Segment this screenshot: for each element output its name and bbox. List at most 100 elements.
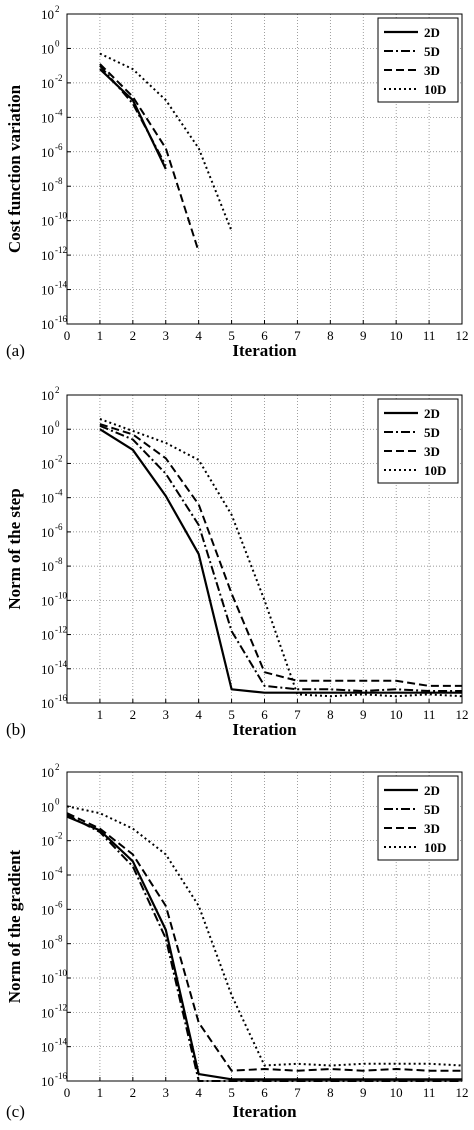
x-tick-label: 6 xyxy=(261,1085,268,1100)
y-tick-exponent: -16 xyxy=(55,1071,67,1081)
x-tick-label: 3 xyxy=(163,1085,170,1100)
y-tick-exponent: -12 xyxy=(55,625,67,635)
x-tick-label: 10 xyxy=(390,328,403,343)
x-tick-label: 1 xyxy=(97,707,104,722)
y-tick-base: 10 xyxy=(41,662,54,677)
x-tick-label: 3 xyxy=(163,328,170,343)
series-line-10d xyxy=(99,418,463,698)
y-tick-exponent: -4 xyxy=(55,488,63,498)
x-tick-label: 2 xyxy=(130,328,137,343)
legend-label-2d: 2D xyxy=(424,25,440,40)
x-tick-label: 0 xyxy=(64,328,71,343)
y-tick-exponent: -2 xyxy=(55,453,63,463)
y-tick-base: 10 xyxy=(41,1040,54,1055)
x-tick-label: 7 xyxy=(294,1085,301,1100)
y-tick-exponent: -2 xyxy=(55,73,63,83)
y-tick-base: 10 xyxy=(41,765,54,780)
legend: 2D 5D 3D 10D xyxy=(377,398,459,484)
y-tick-exponent: -6 xyxy=(55,522,63,532)
x-tick-label: 8 xyxy=(327,328,334,343)
y-tick-exponent: -2 xyxy=(55,831,63,841)
series-line-2d xyxy=(99,428,462,694)
legend-label-10d: 10D xyxy=(424,840,446,855)
y-tick-base: 10 xyxy=(41,937,54,952)
x-axis-label: Iteration xyxy=(232,1102,297,1121)
y-tick-base: 10 xyxy=(41,902,54,917)
x-tick-label: 0 xyxy=(64,1085,71,1100)
x-tick-label: 5 xyxy=(228,1085,235,1100)
legend-label-5d: 5D xyxy=(424,44,440,59)
legend-label-10d: 10D xyxy=(424,82,446,97)
legend-label-10d: 10D xyxy=(424,463,446,478)
y-tick-base: 10 xyxy=(41,799,54,814)
y-tick-base: 10 xyxy=(41,525,54,540)
legend-label-3d: 3D xyxy=(424,821,440,836)
legend-label-2d: 2D xyxy=(424,783,440,798)
x-tick-label: 12 xyxy=(456,1085,469,1100)
x-tick-label: 7 xyxy=(294,707,301,722)
y-tick-exponent: -14 xyxy=(55,1037,67,1047)
y-tick-base: 10 xyxy=(41,971,54,986)
y-tick-base: 10 xyxy=(41,491,54,506)
series-line-5d xyxy=(99,424,462,692)
legend: 2D 5D 3D 10D xyxy=(377,775,459,861)
y-tick-exponent: -12 xyxy=(55,245,67,255)
y-tick-base: 10 xyxy=(41,110,54,125)
legend: 2D 5D 3D 10D xyxy=(377,17,459,103)
x-tick-label: 11 xyxy=(423,1085,436,1100)
series-line-3d xyxy=(99,63,200,253)
series-line-5d xyxy=(99,65,167,167)
x-tick-label: 1 xyxy=(97,1085,104,1100)
x-tick-label: 4 xyxy=(195,707,202,722)
series-line-2d xyxy=(66,815,462,1081)
y-tick-base: 10 xyxy=(41,834,54,849)
y-tick-exponent: -6 xyxy=(55,142,63,152)
series-line-5d xyxy=(66,814,462,1082)
panel-label: (a) xyxy=(6,341,25,360)
y-tick-base: 10 xyxy=(41,388,54,403)
legend-label-5d: 5D xyxy=(424,802,440,817)
y-tick-base: 10 xyxy=(41,179,54,194)
y-tick-exponent: -14 xyxy=(55,659,67,669)
y-tick-exponent: -12 xyxy=(55,1002,67,1012)
x-tick-label: 1 xyxy=(97,328,104,343)
x-tick-label: 7 xyxy=(294,328,301,343)
y-tick-base: 10 xyxy=(41,283,54,298)
x-tick-label: 8 xyxy=(327,1085,334,1100)
y-tick-base: 10 xyxy=(41,7,54,22)
panel-label: (b) xyxy=(6,720,26,739)
legend-label-3d: 3D xyxy=(424,444,440,459)
y-tick-exponent: 0 xyxy=(55,38,60,48)
y-tick-exponent: 0 xyxy=(55,796,60,806)
x-tick-label: 9 xyxy=(360,707,367,722)
y-tick-base: 10 xyxy=(41,696,54,711)
legend-label-3d: 3D xyxy=(424,63,440,78)
x-tick-label: 12 xyxy=(456,328,469,343)
y-tick-base: 10 xyxy=(41,248,54,263)
y-tick-exponent: -8 xyxy=(55,934,63,944)
x-tick-label: 5 xyxy=(228,707,235,722)
y-tick-base: 10 xyxy=(41,1005,54,1020)
y-axis-label: Norm of the step xyxy=(5,488,24,609)
y-tick-exponent: -10 xyxy=(55,211,67,221)
x-tick-label: 4 xyxy=(195,328,202,343)
y-tick-base: 10 xyxy=(41,868,54,883)
x-tick-label: 10 xyxy=(390,1085,403,1100)
x-tick-label: 6 xyxy=(261,328,268,343)
y-tick-exponent: -4 xyxy=(55,865,63,875)
y-tick-exponent: -10 xyxy=(55,590,67,600)
series-line-3d xyxy=(99,423,462,687)
y-tick-exponent: -4 xyxy=(55,107,63,117)
y-tick-base: 10 xyxy=(41,145,54,160)
y-tick-exponent: 2 xyxy=(55,4,60,14)
y-tick-base: 10 xyxy=(41,559,54,574)
x-tick-label: 6 xyxy=(261,707,268,722)
x-tick-label: 4 xyxy=(195,1085,202,1100)
y-tick-base: 10 xyxy=(41,317,54,332)
y-tick-base: 10 xyxy=(41,456,54,471)
y-tick-exponent: -6 xyxy=(55,899,63,909)
